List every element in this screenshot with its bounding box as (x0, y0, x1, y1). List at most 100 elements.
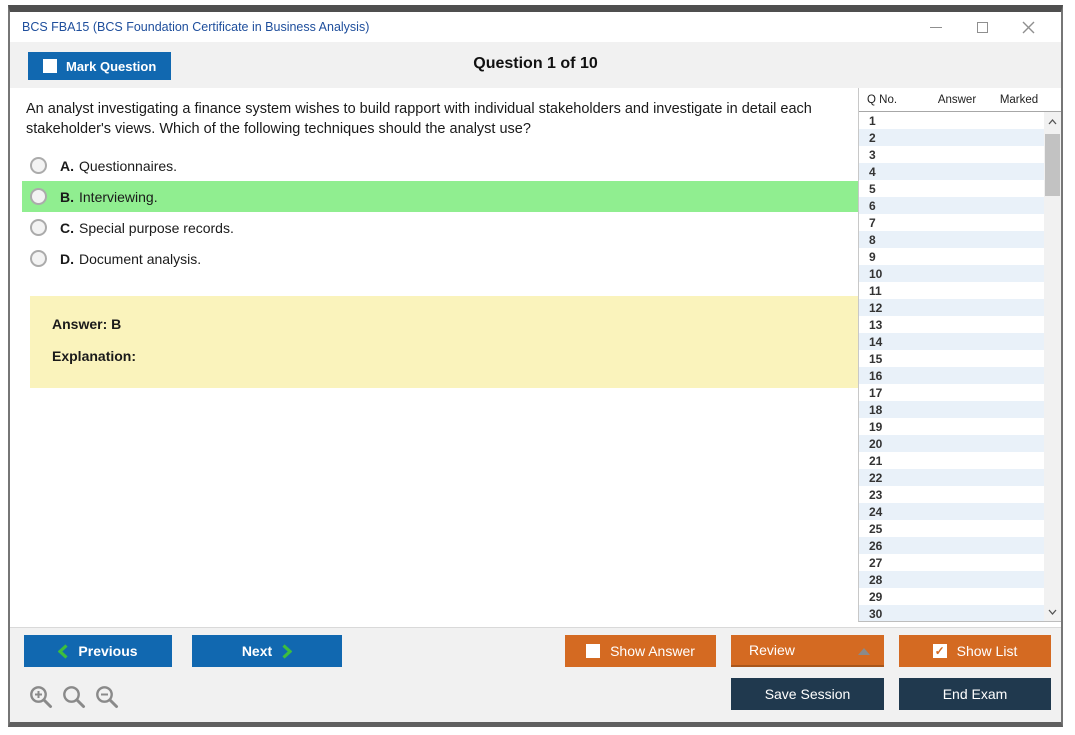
question-list-row[interactable]: 9 (859, 248, 1044, 265)
zoom-toolbar (28, 684, 120, 710)
question-number: 14 (869, 334, 883, 349)
review-button[interactable]: Review (731, 635, 884, 667)
question-list-row[interactable]: 18 (859, 401, 1044, 418)
next-button[interactable]: Next (192, 635, 342, 667)
question-number: 29 (869, 589, 883, 604)
question-list-row[interactable]: 15 (859, 350, 1044, 367)
close-icon (1022, 21, 1034, 33)
question-list-row[interactable]: 20 (859, 435, 1044, 452)
question-number: 3 (869, 147, 876, 162)
radio-button-icon[interactable] (30, 157, 47, 174)
chevron-left-icon (58, 643, 69, 659)
question-list-row[interactable]: 29 (859, 588, 1044, 605)
question-list-row[interactable]: 11 (859, 282, 1044, 299)
end-exam-button[interactable]: End Exam (899, 678, 1051, 710)
review-label: Review (749, 642, 795, 658)
question-list-row[interactable]: 14 (859, 333, 1044, 350)
maximize-button[interactable] (959, 12, 1005, 42)
question-list-row[interactable]: 3 (859, 146, 1044, 163)
question-list-row[interactable]: 25 (859, 520, 1044, 537)
option-label: A. Questionnaires. (60, 157, 178, 174)
radio-button-icon[interactable] (30, 219, 47, 236)
question-list-row[interactable]: 10 (859, 265, 1044, 282)
answer-options: A. Questionnaires. B. Interviewing. C. Specia… (22, 150, 860, 274)
show-answer-label: Show Answer (610, 643, 695, 659)
caret-up-icon (858, 648, 870, 655)
explanation-label: Explanation: (52, 348, 137, 364)
question-counter: Question 1 of 10 (473, 55, 598, 72)
close-button[interactable] (1005, 12, 1051, 42)
question-number: 4 (869, 164, 876, 179)
question-list-row[interactable]: 22 (859, 469, 1044, 486)
show-list-checkbox-icon: ✓ (932, 644, 947, 658)
checkmark-glyph: ✓ (934, 644, 945, 658)
zoom-out-icon[interactable] (94, 684, 120, 710)
show-answer-button[interactable]: Show Answer (565, 635, 716, 667)
question-number: 21 (869, 453, 883, 468)
option-label: C. Special purpose records. (60, 219, 234, 236)
show-list-label: Show List (956, 643, 1018, 659)
question-list-row[interactable]: 19 (859, 418, 1044, 435)
answer-option-c[interactable]: C. Special purpose records. (22, 212, 860, 243)
end-exam-label: End Exam (942, 686, 1008, 702)
question-list-row[interactable]: 23 (859, 486, 1044, 503)
question-list-row[interactable]: 28 (859, 571, 1044, 588)
question-number: 13 (869, 317, 883, 332)
question-list-panel: Q No. Answer Marked 1 2 3 4 5 6 7 8 9 10 11 12 13 14 1… (858, 88, 1061, 622)
answer-option-b[interactable]: B. Interviewing. (22, 181, 860, 212)
question-number: 6 (869, 198, 876, 213)
answer-label: Answer: B (52, 316, 122, 332)
question-list-row[interactable]: 27 (859, 554, 1044, 571)
question-list-row[interactable]: 2 (859, 129, 1044, 146)
question-list-row[interactable]: 30 (859, 605, 1044, 621)
question-list-row[interactable]: 17 (859, 384, 1044, 401)
question-list-row[interactable]: 12 (859, 299, 1044, 316)
question-list-row[interactable]: 6 (859, 197, 1044, 214)
radio-button-icon[interactable] (30, 250, 47, 267)
show-list-button[interactable]: ✓ Show List (899, 635, 1051, 667)
answer-option-d[interactable]: D. Document analysis. (22, 243, 860, 274)
question-list-row[interactable]: 13 (859, 316, 1044, 333)
question-list-row[interactable]: 7 (859, 214, 1044, 231)
mark-question-button[interactable]: Mark Question (28, 52, 172, 80)
option-label: B. Interviewing. (60, 188, 158, 205)
question-list: 1 2 3 4 5 6 7 8 9 10 11 12 13 14 15 16 17 18 19 20 21 22 23 24 2… (859, 112, 1044, 621)
zoom-reset-icon[interactable] (61, 684, 87, 710)
maximize-icon (976, 21, 988, 33)
scroll-up-icon[interactable] (1044, 113, 1061, 130)
question-number: 25 (869, 521, 883, 536)
question-list-row[interactable]: 21 (859, 452, 1044, 469)
question-list-row[interactable]: 16 (859, 367, 1044, 384)
mark-question-label: Mark Question (66, 58, 157, 74)
save-session-button[interactable]: Save Session (731, 678, 884, 710)
scrollbar-thumb[interactable] (1045, 134, 1060, 196)
previous-label: Previous (78, 643, 138, 659)
app-window: BCS FBA15 (BCS Foundation Certificate in… (8, 5, 1063, 727)
question-number: 30 (869, 606, 883, 621)
column-header-answer: Answer (937, 93, 977, 106)
question-list-row[interactable]: 26 (859, 537, 1044, 554)
answer-option-a[interactable]: A. Questionnaires. (22, 150, 860, 181)
question-list-scrollbar[interactable] (1044, 112, 1061, 621)
question-number: 19 (869, 419, 883, 434)
question-list-row[interactable]: 4 (859, 163, 1044, 180)
question-list-row[interactable]: 24 (859, 503, 1044, 520)
question-number: 28 (869, 572, 883, 587)
scroll-down-icon[interactable] (1044, 603, 1061, 620)
zoom-in-icon[interactable] (28, 684, 54, 710)
question-number: 8 (869, 232, 876, 247)
question-number: 18 (869, 402, 883, 417)
question-list-header: Q No. Answer Marked (859, 88, 1061, 112)
previous-button[interactable]: Previous (24, 635, 172, 667)
question-number: 5 (869, 181, 876, 196)
question-number: 24 (869, 504, 883, 519)
mark-question-checkbox-icon (43, 59, 57, 73)
question-number: 16 (869, 368, 883, 383)
answer-explanation-box: Answer: B Explanation: (30, 296, 860, 388)
question-list-row[interactable]: 8 (859, 231, 1044, 248)
radio-button-icon[interactable] (30, 188, 47, 205)
minimize-button[interactable] (913, 12, 959, 42)
question-list-row[interactable]: 1 (859, 112, 1044, 129)
question-list-row[interactable]: 5 (859, 180, 1044, 197)
option-label: D. Document analysis. (60, 250, 202, 267)
